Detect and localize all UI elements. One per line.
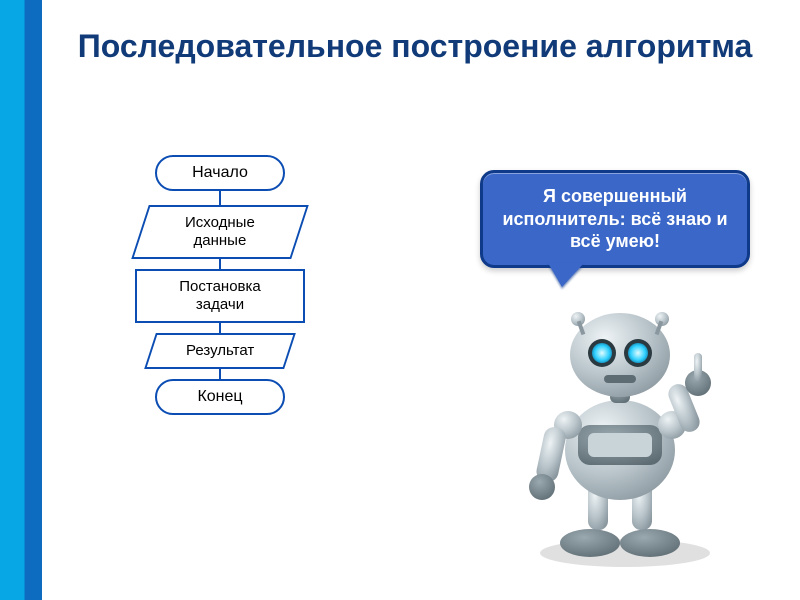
flow-node-label: Результат: [186, 342, 254, 360]
robot-eye-left: [592, 343, 612, 363]
flow-node-task: Постановка задачи: [135, 269, 305, 323]
robot-illustration: [470, 275, 770, 575]
flowchart: Начало Исходные данные Постановка задачи…: [120, 155, 320, 415]
flow-connector: [219, 323, 221, 333]
robot-mouth: [604, 375, 636, 383]
robot-finger: [694, 353, 702, 381]
flow-node-input: Исходные данные: [131, 205, 309, 259]
flow-node-label: Исходные данные: [185, 214, 255, 250]
flow-node-label: Конец: [197, 388, 242, 406]
robot-eye-right: [628, 343, 648, 363]
speech-bubble-text: Я совершенный исполнитель: всё знаю и вс…: [502, 186, 727, 251]
flow-connector: [219, 369, 221, 379]
flow-connector: [219, 259, 221, 269]
flow-node-label: Постановка задачи: [179, 278, 261, 314]
flow-node-result: Результат: [144, 333, 296, 369]
flow-connector: [219, 191, 221, 205]
left-accent-band: [0, 0, 42, 600]
slide-title: Последовательное построение алгоритма: [60, 28, 770, 65]
speech-bubble: Я совершенный исполнитель: всё знаю и вс…: [480, 170, 750, 268]
robot-head: [570, 312, 670, 397]
flow-node-label: Начало: [192, 164, 248, 182]
flow-node-end: Конец: [155, 379, 285, 415]
flow-node-start: Начало: [155, 155, 285, 191]
